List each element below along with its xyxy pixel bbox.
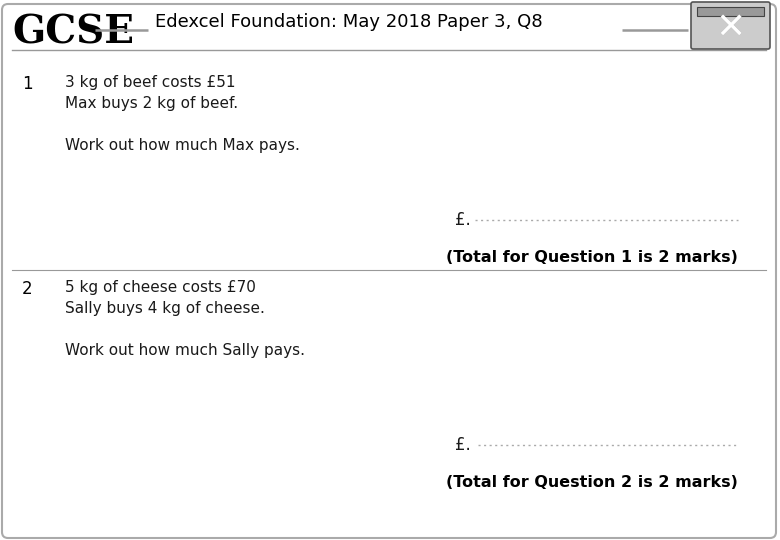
Text: Work out how much Sally pays.: Work out how much Sally pays.: [65, 343, 305, 358]
FancyBboxPatch shape: [2, 4, 776, 538]
FancyBboxPatch shape: [697, 7, 764, 16]
Text: 3 kg of beef costs £51: 3 kg of beef costs £51: [65, 75, 236, 90]
Text: £.: £.: [455, 211, 471, 229]
Text: (Total for Question 2 is 2 marks): (Total for Question 2 is 2 marks): [446, 475, 738, 490]
Text: £.: £.: [455, 436, 471, 454]
Text: Work out how much Max pays.: Work out how much Max pays.: [65, 138, 300, 153]
Text: 2: 2: [22, 280, 33, 298]
Text: ✕: ✕: [715, 11, 746, 45]
Text: (Total for Question 1 is 2 marks): (Total for Question 1 is 2 marks): [446, 250, 738, 265]
Text: 5 kg of cheese costs £70: 5 kg of cheese costs £70: [65, 280, 256, 295]
Text: 1: 1: [22, 75, 33, 93]
Text: Sally buys 4 kg of cheese.: Sally buys 4 kg of cheese.: [65, 301, 265, 316]
FancyBboxPatch shape: [691, 2, 770, 49]
Text: Max buys 2 kg of beef.: Max buys 2 kg of beef.: [65, 96, 238, 111]
Text: ✕: ✕: [715, 11, 746, 45]
Text: Edexcel Foundation: May 2018 Paper 3, Q8: Edexcel Foundation: May 2018 Paper 3, Q8: [155, 13, 543, 31]
Text: GCSE: GCSE: [12, 13, 134, 51]
